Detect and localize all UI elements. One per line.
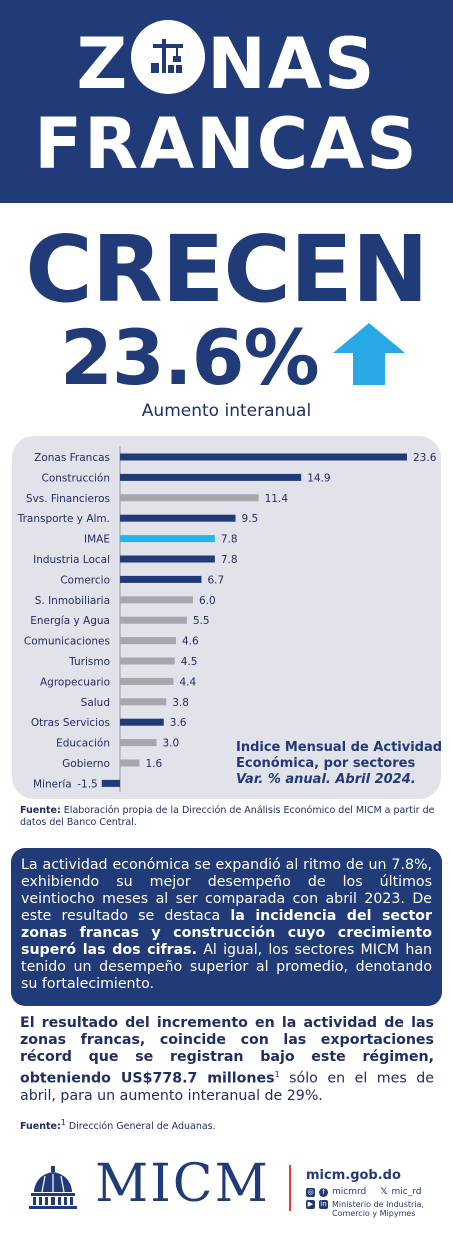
headline-subtitle: Aumento interanual [141,401,312,421]
source2-label: Fuente: [20,1121,61,1133]
bar-chart: Zonas Francas 23.6 Construcción 14.9 Svs. Fi… [17,446,437,793]
category-label-6: Comercio [60,574,110,586]
website-link[interactable]: micm.gob.do [306,1168,401,1183]
bar-3 [120,514,236,522]
social-row: ◎ f micmrd 𝕏 mic_rd [306,1187,422,1197]
summary-bold: la incidencia del sector zonas francas y… [21,908,432,958]
legend-line1: Indice Mensual de Actividad [236,740,443,755]
exports-source: Fuente:1 Dirección General de Aduanas. [20,1118,216,1132]
exports-text: sólo en el mes de abril, para un aumento… [20,1070,434,1104]
category-label-13: Otras Servicios [31,717,110,729]
category-label-15: Gobierno [62,758,110,770]
footer-divider [289,1165,291,1211]
dome-logo-icon [29,1166,77,1209]
value-label-5: 7.8 [221,554,238,566]
value-label-10: 4.5 [181,656,198,668]
category-label-1: Construcción [41,472,110,484]
category-label-5: Industria Local [33,554,110,566]
title-line2: FRANCAS [34,103,419,185]
bar-2 [120,494,259,502]
headline-crecen: CRECEN [25,216,429,323]
bar-14 [120,739,157,747]
bar-8 [120,616,187,624]
value-label-16: -1.5 [77,778,98,790]
micm-logo: MICM [95,1154,270,1214]
summary-box: La actividad económica se expandió al ri… [11,848,442,1006]
value-label-3: 9.5 [242,513,259,525]
category-label-11: Agropecuario [40,676,110,688]
source-label: Fuente: [20,805,61,816]
chart-panel: Zonas Francas 23.6 Construcción 14.9 Svs. Fi… [12,436,441,799]
bar-12 [120,698,167,706]
legend-line2: Económica, por sectores [236,756,416,771]
bar-11 [120,677,174,685]
title-letter-z: Z [76,23,130,105]
source2-text: Dirección General de Aduanas. [65,1121,216,1133]
source2-footnote: 1 [60,1118,66,1127]
bar-5 [120,555,215,563]
category-label-14: Educación [56,738,110,750]
exports-bold: El resultado del incremento en la activi… [20,1015,434,1087]
bar-9 [120,637,176,645]
up-arrow-icon [333,323,405,385]
category-label-4: IMAE [84,534,110,546]
value-label-11: 4.4 [180,676,197,688]
value-label-9: 4.6 [182,636,199,648]
handle-micmrd[interactable]: micmrd [332,1187,367,1197]
value-label-1: 14.9 [307,472,330,484]
value-label-4: 7.8 [221,534,238,546]
category-label-9: Comunicaciones [24,636,110,648]
exports-paragraph: El resultado del incremento en la activi… [20,1015,434,1105]
chart-source: Fuente: Elaboración propia de la Direcci… [20,805,440,829]
youtube-icon[interactable]: ▶ [306,1200,315,1209]
ministry-line2: Comercio y Mipymes [332,1209,416,1218]
instagram-icon[interactable]: ◎ [306,1187,315,1197]
header-banner: Z NAS FRANCAS [0,0,453,203]
summary-text-2: Al igual, los sectores MICM han tenido u… [21,942,433,992]
bar-15 [120,759,140,767]
bar-10 [120,657,175,665]
category-label-10: Turismo [68,656,110,668]
category-label-16: Minería [33,778,72,790]
bar-16 [101,779,120,787]
x-icon[interactable]: 𝕏 [380,1187,388,1197]
value-label-0: 23.6 [413,452,437,464]
handle-mic-rd[interactable]: mic_rd [391,1187,422,1197]
bar-4 [120,535,215,543]
bar-1 [120,473,302,481]
summary-text-1: La actividad económica se expandió al ri… [21,857,432,924]
value-label-12: 3.8 [172,697,189,709]
bar-6 [120,575,202,583]
headline-percent: 23.6% [60,313,320,402]
ministry-name: Ministerio de Industria, Comercio y Mipy… [332,1200,424,1218]
value-label-7: 6.0 [199,595,216,607]
chart-legend-note: Indice Mensual de Actividad Económica, p… [236,740,442,788]
category-label-8: Energía y Agua [30,615,110,627]
footnote-ref: 1 [274,1070,280,1079]
category-label-2: Svs. Financieros [26,493,110,505]
category-label-0: Zonas Francas [34,452,110,464]
category-label-7: S. Inmobiliaria [35,595,110,607]
ministry-line1: Ministerio de Industria, [332,1200,424,1209]
value-label-2: 11.4 [265,493,289,505]
value-label-15: 1.6 [145,758,162,770]
ministry-row: ▶ in Ministerio de Industria, Comercio y… [306,1200,424,1218]
legend-line3: Var. % anual. Abril 2024. [236,772,416,787]
title-letters-nas: NAS [207,23,377,105]
source-text: Elaboración propia de la Dirección de An… [20,805,435,828]
linkedin-icon[interactable]: in [319,1200,328,1209]
bar-0 [120,453,407,461]
category-label-12: Salud [81,697,110,709]
category-label-3: Transporte y Alm. [17,513,110,525]
facebook-icon[interactable]: f [319,1187,328,1197]
crane-icon [131,20,206,94]
value-label-6: 6.7 [207,574,224,586]
value-label-8: 5.5 [193,615,210,627]
bar-13 [120,718,164,726]
title-line1: Z NAS [0,20,453,99]
value-label-14: 3.0 [162,738,179,750]
bar-7 [120,596,193,604]
value-label-13: 3.6 [170,717,187,729]
